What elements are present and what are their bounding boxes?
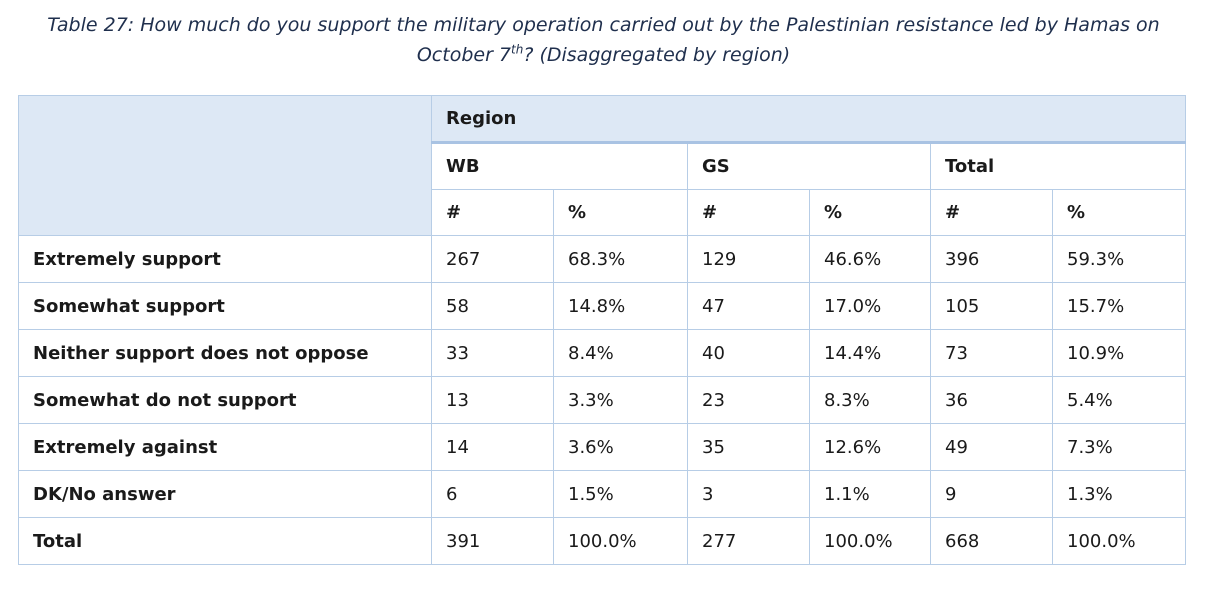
table-cell: 129 xyxy=(687,235,810,283)
table-cell: 14 xyxy=(431,423,554,471)
table-cell: 17.0% xyxy=(809,282,931,330)
subheader-percent: % xyxy=(1052,189,1186,236)
table-cell: 35 xyxy=(687,423,810,471)
table-row: Neither support does not oppose 33 8.4% … xyxy=(18,329,1186,377)
table-cell: 8.4% xyxy=(553,329,688,377)
table-cell: 7.3% xyxy=(1052,423,1186,471)
table-row: Somewhat support 58 14.8% 47 17.0% 105 1… xyxy=(18,282,1186,330)
table-cell: 23 xyxy=(687,376,810,424)
table-cell: 3 xyxy=(687,470,810,518)
caption-line-2: October 7th? (Disaggregated by region) xyxy=(0,40,1207,70)
table-row: Somewhat do not support 13 3.3% 23 8.3% … xyxy=(18,376,1186,424)
row-label: Neither support does not oppose xyxy=(18,329,432,377)
subheader-count: # xyxy=(431,189,554,236)
table-cell: 1.3% xyxy=(1052,470,1186,518)
table-cell: 58 xyxy=(431,282,554,330)
row-label: Total xyxy=(18,517,432,565)
subheader-percent: % xyxy=(809,189,931,236)
table-row: Extremely support 267 68.3% 129 46.6% 39… xyxy=(18,235,1186,283)
group-header-total: Total xyxy=(930,142,1186,190)
table-cell: 1.1% xyxy=(809,470,931,518)
table-cell: 10.9% xyxy=(1052,329,1186,377)
total-row: Total 391 100.0% 277 100.0% 668 100.0% xyxy=(18,517,1186,565)
table-cell: 3.3% xyxy=(553,376,688,424)
region-header: Region xyxy=(431,95,1186,144)
table-caption: Table 27: How much do you support the mi… xyxy=(0,10,1207,70)
corner-cell xyxy=(18,95,432,236)
region-header-row: Region xyxy=(18,95,1186,236)
table-cell: 14.8% xyxy=(553,282,688,330)
table-cell: 8.3% xyxy=(809,376,931,424)
table-cell: 396 xyxy=(930,235,1053,283)
table-cell: 15.7% xyxy=(1052,282,1186,330)
caption-superscript: th xyxy=(511,42,524,57)
caption-line-2-start: October 7 xyxy=(416,44,512,66)
table-cell: 14.4% xyxy=(809,329,931,377)
table-cell: 1.5% xyxy=(553,470,688,518)
row-label: DK/No answer xyxy=(18,470,432,518)
table-cell: 36 xyxy=(930,376,1053,424)
group-header-gs: GS xyxy=(687,142,931,190)
table-cell: 100.0% xyxy=(1052,517,1186,565)
table-cell: 5.4% xyxy=(1052,376,1186,424)
region-table: Region WB GS Total # % # % # % Extremely… xyxy=(18,95,1186,565)
subheader-percent: % xyxy=(553,189,688,236)
table-cell: 668 xyxy=(930,517,1053,565)
caption-line-2-end: ? (Disaggregated by region) xyxy=(523,44,791,66)
table-cell: 391 xyxy=(431,517,554,565)
table-cell: 100.0% xyxy=(809,517,931,565)
table-cell: 267 xyxy=(431,235,554,283)
table-row: DK/No answer 6 1.5% 3 1.1% 9 1.3% xyxy=(18,470,1186,518)
table-row: Extremely against 14 3.6% 35 12.6% 49 7.… xyxy=(18,423,1186,471)
table-cell: 13 xyxy=(431,376,554,424)
subheader-count: # xyxy=(687,189,810,236)
table-cell: 33 xyxy=(431,329,554,377)
table-cell: 100.0% xyxy=(553,517,688,565)
subheader-count: # xyxy=(930,189,1053,236)
table-cell: 59.3% xyxy=(1052,235,1186,283)
row-label: Somewhat do not support xyxy=(18,376,432,424)
caption-line-1: Table 27: How much do you support the mi… xyxy=(47,14,1160,36)
table-cell: 105 xyxy=(930,282,1053,330)
table-cell: 73 xyxy=(930,329,1053,377)
table-cell: 6 xyxy=(431,470,554,518)
table-cell: 46.6% xyxy=(809,235,931,283)
table-cell: 9 xyxy=(930,470,1053,518)
group-header-wb: WB xyxy=(431,142,688,190)
subheader-row: # % # % # % xyxy=(19,189,1186,236)
table-cell: 68.3% xyxy=(553,235,688,283)
table-cell: 277 xyxy=(687,517,810,565)
table-cell: 47 xyxy=(687,282,810,330)
group-header-row: WB GS Total xyxy=(19,142,1186,190)
table-cell: 49 xyxy=(930,423,1053,471)
table-cell: 12.6% xyxy=(809,423,931,471)
row-label: Somewhat support xyxy=(18,282,432,330)
row-label: Extremely support xyxy=(18,235,432,283)
table-cell: 40 xyxy=(687,329,810,377)
row-label: Extremely against xyxy=(18,423,432,471)
table-cell: 3.6% xyxy=(553,423,688,471)
